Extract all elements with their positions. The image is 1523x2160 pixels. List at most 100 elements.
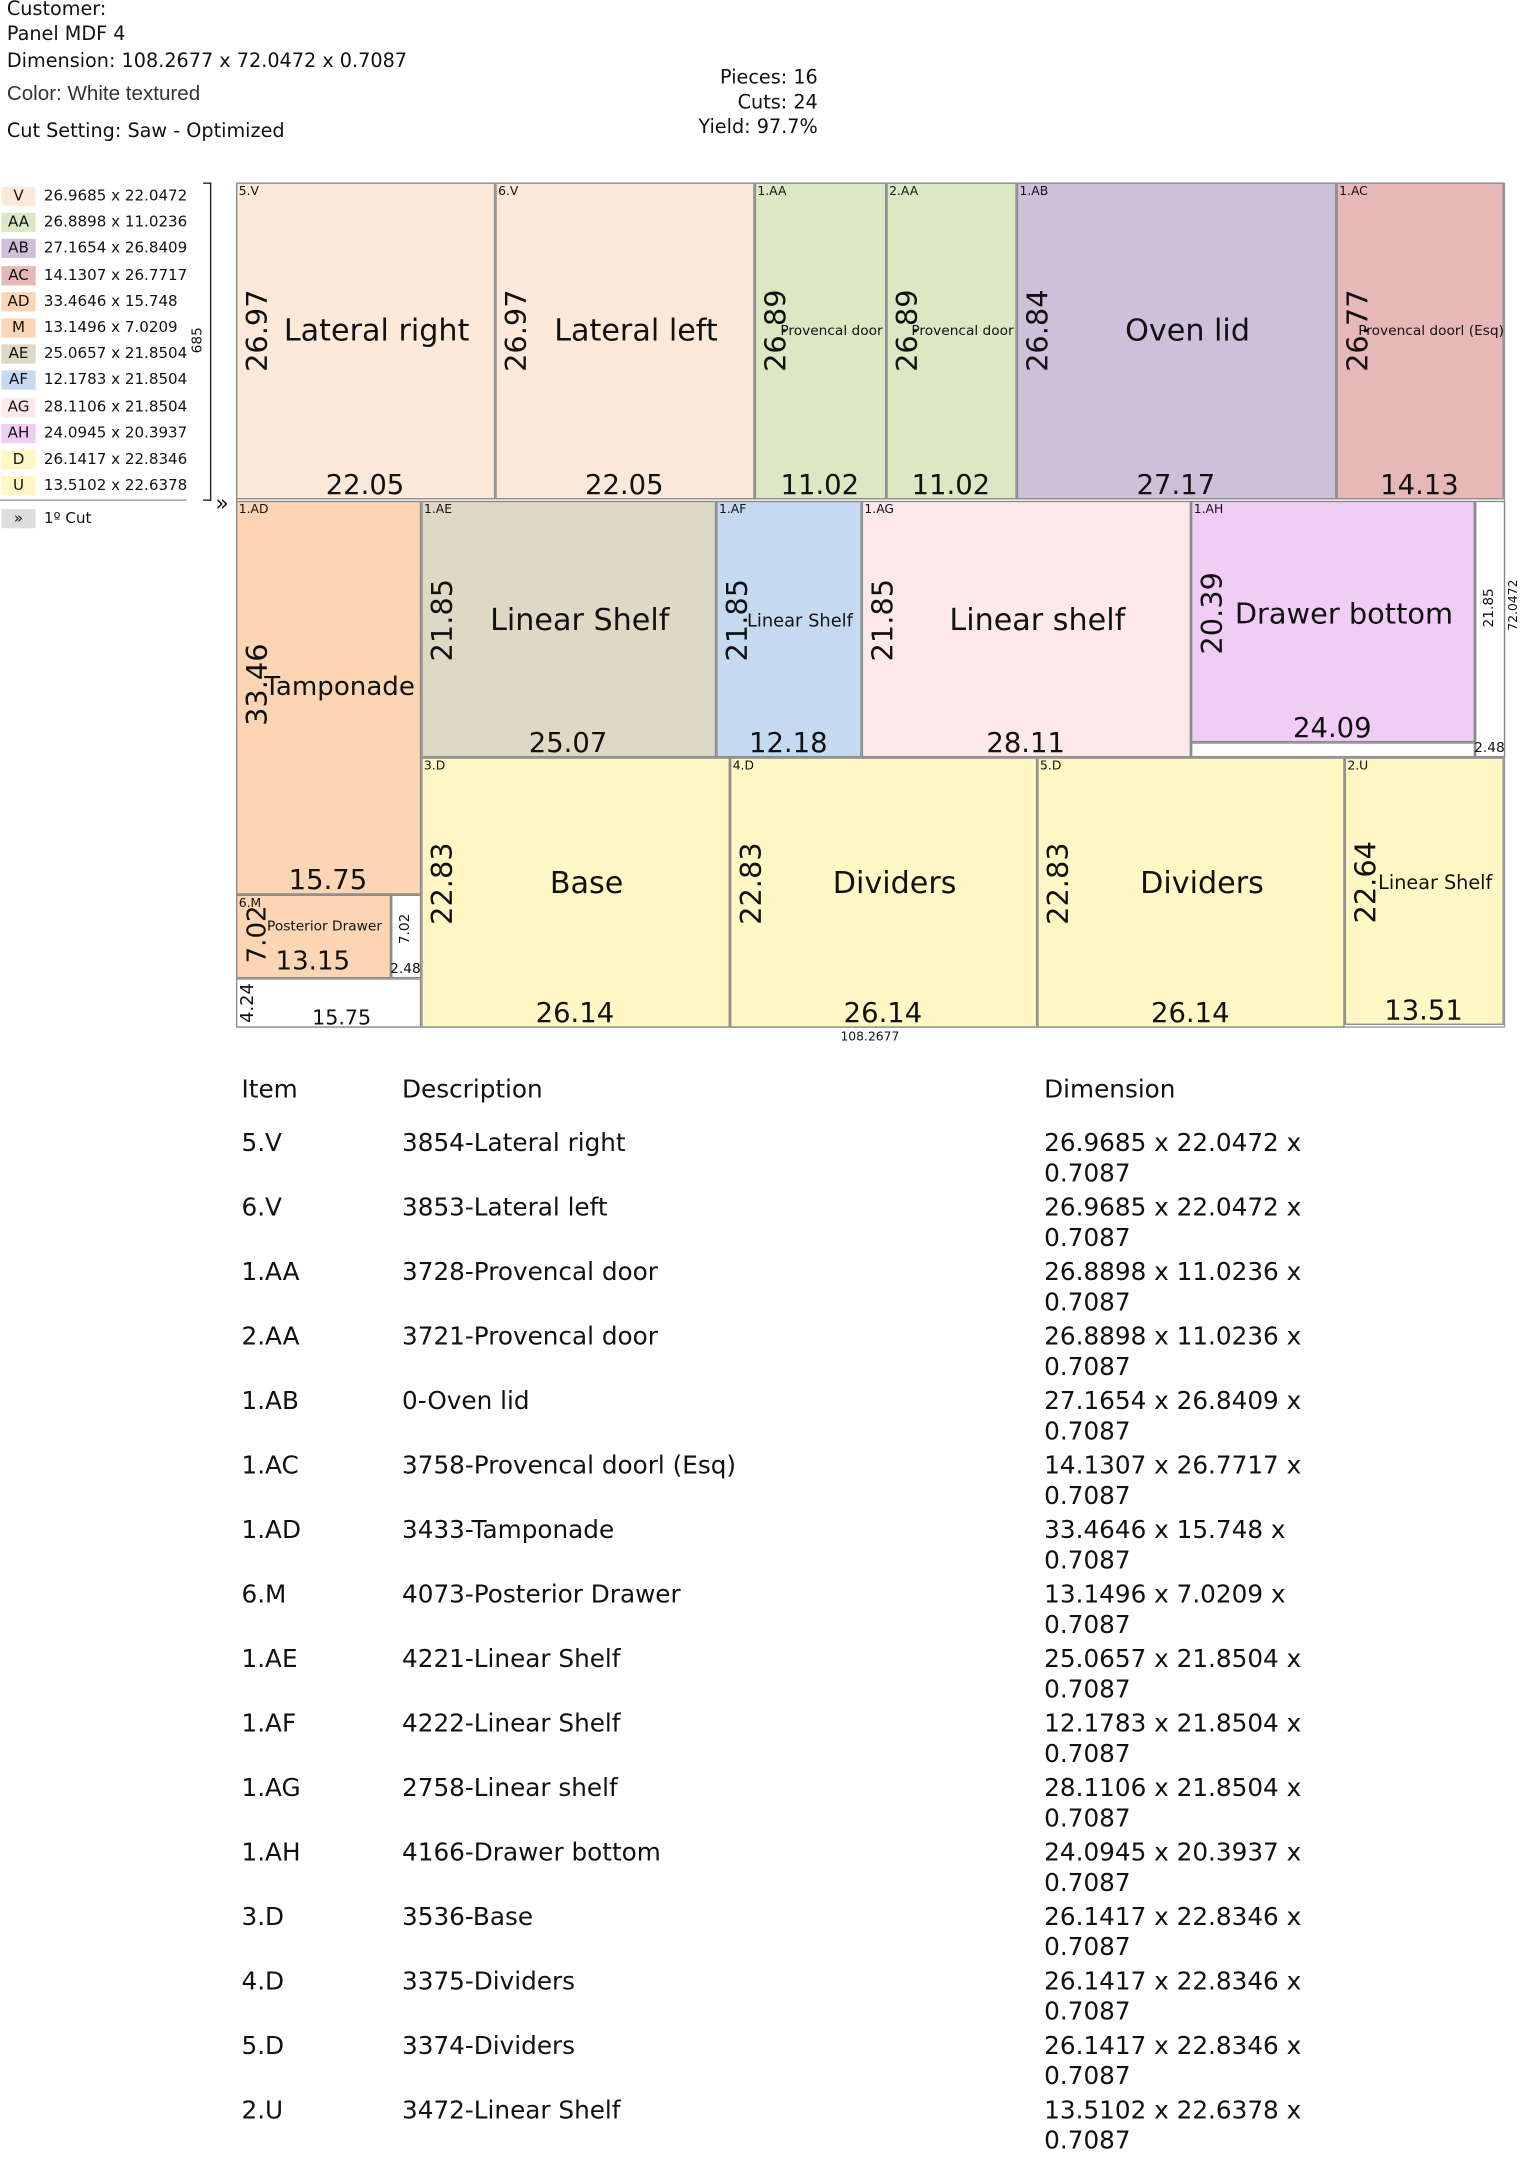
- legend-swatch: AD: [1, 291, 36, 312]
- piece: [1037, 757, 1345, 1028]
- legend-swatch: U: [1, 476, 36, 496]
- table-cell: 26.1417 x 22.8346 x 0.7087: [1044, 1903, 1302, 1963]
- table-cell: 1.AA: [241, 1258, 300, 1288]
- offcut: [236, 978, 422, 1028]
- legend-swatch: AF: [1, 371, 36, 391]
- piece-item: 1.AD: [238, 503, 269, 518]
- table-cell: 4073-Posterior Drawer: [402, 1580, 681, 1610]
- piece: [1336, 182, 1504, 500]
- piece-width: 12.18: [748, 725, 828, 759]
- piece-name: Lateral right: [283, 314, 470, 349]
- piece-height: 26.97: [500, 289, 534, 373]
- legend-size: 26.1417 x 22.8346: [43, 450, 188, 468]
- table-cell: 3.D: [241, 1903, 285, 1932]
- legend-size: 26.8898 x 11.0236: [43, 212, 188, 231]
- legend-size: 25.0657 x 21.8504: [43, 344, 188, 363]
- table-cell: 1.AD: [241, 1516, 301, 1545]
- piece-height: 22.83: [734, 842, 768, 926]
- piece-name: Base: [549, 867, 624, 902]
- legend-size: 27.1654 x 26.8409: [43, 239, 188, 258]
- table-cell: 26.1417 x 22.8346 x 0.7087: [1044, 2032, 1302, 2092]
- offcut-strip: [1190, 742, 1476, 758]
- legend-size: 26.9685 x 22.0472: [43, 186, 188, 205]
- piece-width: 26.14: [843, 996, 923, 1030]
- table-cell: 24.0945 x 20.3937 x 0.7087: [1044, 1838, 1302, 1898]
- piece-name: Provencal door: [911, 324, 1014, 340]
- piece-height: 26.97: [240, 289, 274, 373]
- legend-size: 13.1496 x 7.0209: [43, 318, 178, 337]
- offcut-height: 4.24: [238, 982, 259, 1023]
- cut-label: 1º Cut: [43, 509, 92, 527]
- piece-name: Provencal doorl (Esq): [1358, 324, 1504, 340]
- table-cell: 3472-Linear Shelf: [402, 2096, 621, 2126]
- table-cell: 3758-Provencal doorl (Esq): [402, 1451, 737, 1481]
- table-cell: 13.1496 x 7.0209 x 0.7087: [1044, 1580, 1286, 1640]
- table-cell: 5.D: [241, 2032, 285, 2061]
- offcut-width: 2.48: [1474, 740, 1505, 757]
- piece-item: 2.U: [1347, 760, 1369, 774]
- table-cell: 27.1654 x 26.8409 x 0.7087: [1044, 1387, 1302, 1447]
- legend-swatch: AE: [1, 344, 36, 364]
- legend-size: 13.5102 x 22.6378: [43, 476, 188, 495]
- table-cell: 4.D: [241, 1967, 285, 1997]
- legend-swatch: M: [1, 318, 36, 338]
- legend-swatch: AH: [1, 423, 36, 443]
- table-header: Item: [241, 1075, 298, 1105]
- piece-height: 22.64: [1349, 841, 1383, 924]
- piece-item: 3.D: [423, 760, 446, 774]
- table-cell: 3375-Dividers: [402, 1967, 576, 1997]
- piece-height: 21.85: [426, 579, 459, 662]
- piece-width: 11.02: [780, 467, 860, 501]
- piece-item: 6.M: [238, 897, 262, 912]
- piece: [729, 757, 1038, 1028]
- legend-divider: [0, 499, 187, 501]
- piece-name: Posterior Drawer: [267, 919, 382, 935]
- table-cell: 33.4646 x 15.748 x 0.7087: [1044, 1516, 1286, 1576]
- piece: [861, 500, 1191, 758]
- cut-symbol: »: [1, 509, 36, 529]
- piece-height: 22.83: [426, 842, 459, 926]
- piece-item: 1.AF: [718, 503, 747, 518]
- bottom-label: 108.2677: [840, 1031, 900, 1045]
- piece-name: Drawer bottom: [1234, 597, 1454, 631]
- piece-height: 26.84: [1021, 289, 1055, 373]
- offcut-height: 7.02: [397, 913, 413, 945]
- table-cell: 25.0657 x 21.8504 x 0.7087: [1044, 1645, 1302, 1705]
- table-cell: 1.AH: [241, 1838, 301, 1868]
- table-cell: 3728-Provencal door: [402, 1258, 658, 1288]
- table-cell: 26.8898 x 11.0236 x 0.7087: [1044, 1258, 1302, 1318]
- offcut-width: 2.48: [390, 961, 421, 977]
- header-panel: Panel MDF 4: [6, 23, 126, 46]
- piece-name: Tamponade: [264, 671, 415, 702]
- legend-size: 12.1783 x 21.8504: [43, 371, 188, 389]
- legend-size: 14.1307 x 26.7717: [43, 265, 188, 284]
- piece-width: 15.75: [288, 863, 368, 896]
- board-arrow: »: [215, 489, 229, 516]
- piece-item: 5.D: [1040, 760, 1062, 774]
- piece-width: 25.07: [528, 725, 608, 759]
- right-label: 72.0472: [1507, 579, 1521, 631]
- legend-swatch: AC: [1, 265, 36, 285]
- piece-name: Provencal door: [780, 324, 883, 340]
- piece-width: 28.11: [986, 725, 1065, 759]
- piece-height: 22.83: [1042, 842, 1076, 926]
- table-cell: 1.AF: [241, 1709, 297, 1739]
- table-cell: 4222-Linear Shelf: [402, 1709, 621, 1739]
- piece: [716, 500, 862, 758]
- legend-swatch: AA: [1, 212, 36, 233]
- table-cell: 3536-Base: [402, 1903, 534, 1932]
- table-cell: 26.9685 x 22.0472 x 0.7087: [1044, 1129, 1302, 1189]
- piece: [754, 182, 887, 500]
- piece-width: 22.05: [325, 467, 405, 501]
- offcut-height: 21.85: [1481, 588, 1497, 628]
- table-cell: 3721-Provencal door: [402, 1322, 658, 1352]
- piece-item: 1.AB: [1019, 185, 1049, 199]
- table-header: Dimension: [1044, 1075, 1176, 1105]
- piece-item: 6.V: [498, 185, 519, 199]
- piece-width: 27.17: [1136, 467, 1216, 501]
- piece-width: 13.15: [275, 946, 351, 977]
- piece-name: Linear Shelf: [1378, 872, 1493, 895]
- table-cell: 4221-Linear Shelf: [402, 1645, 621, 1674]
- header-cut-setting: Cut Setting: Saw - Optimized: [6, 120, 285, 143]
